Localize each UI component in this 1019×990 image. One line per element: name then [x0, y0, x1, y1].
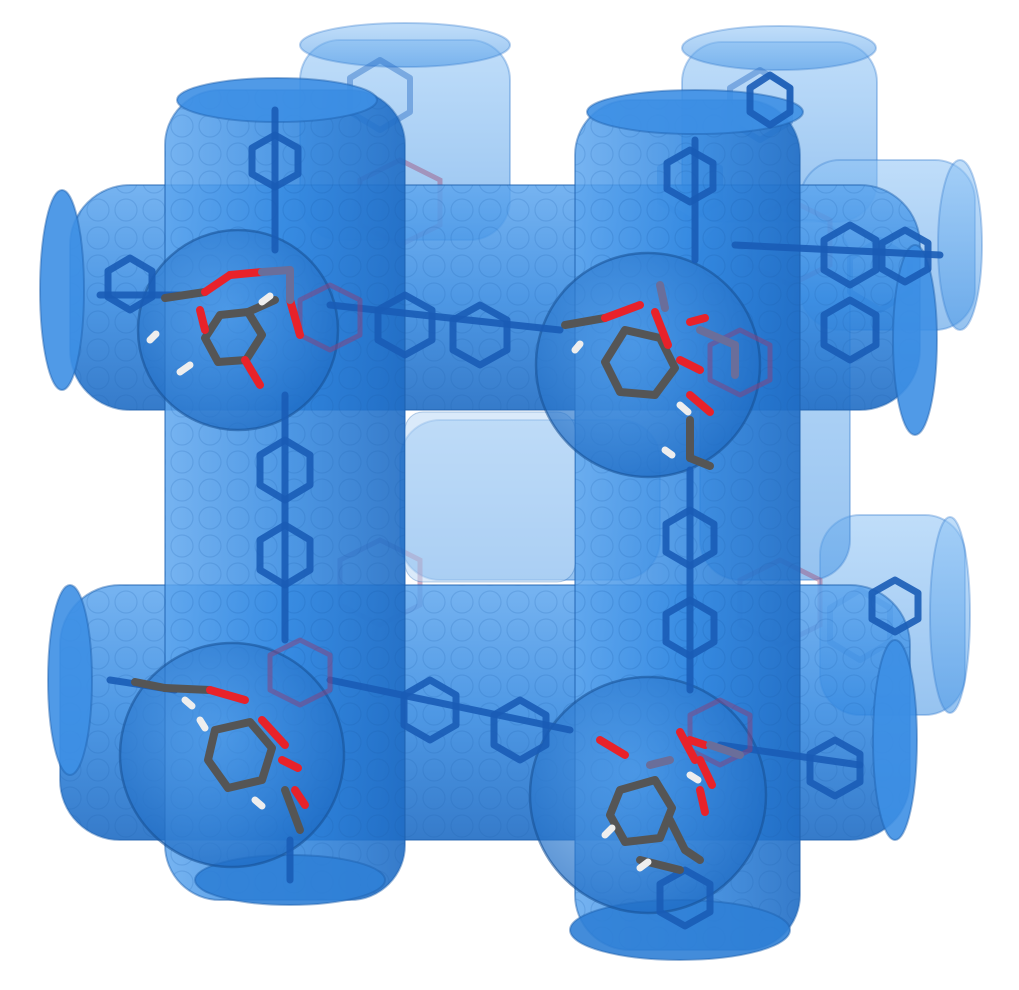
back-tube-top-left-cap: [299, 22, 511, 68]
cap-right-upper: [892, 244, 938, 436]
node-sphere-bottom-right: [528, 675, 768, 915]
node-spheres: [118, 228, 768, 915]
back-tube-right-cap-lower: [929, 516, 971, 714]
metal-traces: [267, 282, 773, 768]
guest-molecule-bottom-left: [131, 678, 309, 834]
back-tube-top-right-cap: [681, 25, 877, 71]
guest-molecule-bottom-right: [596, 728, 744, 874]
guest-molecule-top-right: [561, 281, 739, 470]
central-pore: [404, 411, 576, 583]
node-sphere-top-left: [136, 228, 340, 432]
cap-right-lower: [872, 639, 918, 841]
back-tube-right-cap-upper: [937, 159, 983, 331]
cap-left-lower: [47, 584, 93, 776]
cap-left-upper: [39, 189, 85, 391]
guest-molecule-top-left: [146, 266, 304, 389]
node-sphere-bottom-left: [118, 641, 346, 869]
node-sphere-top-right: [534, 251, 762, 479]
